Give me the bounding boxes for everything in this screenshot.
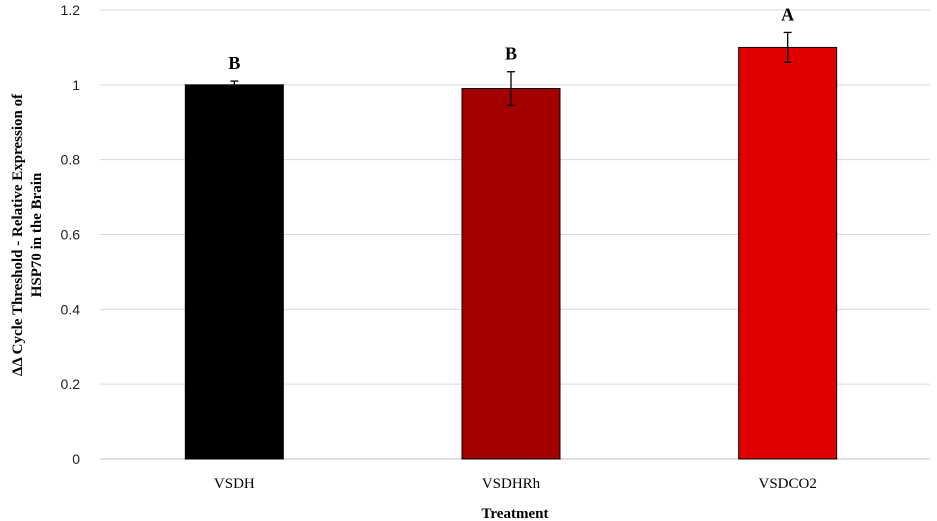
- error-bar-vsdco2: [783, 31, 792, 64]
- error-bar-vsdh: [230, 80, 239, 90]
- y-tick-label: 0.6: [61, 227, 81, 243]
- category-label-vsdco2: VSDCO2: [758, 476, 816, 492]
- error-bars: [230, 31, 792, 107]
- y-tick-label: 0.4: [61, 301, 81, 317]
- significance-letter-vsdhrh: B: [505, 44, 517, 64]
- bar-vsdhrh: [461, 88, 561, 460]
- y-axis-title: ΔΔ Cycle Threshold - Relative Expression…: [10, 93, 45, 376]
- y-axis-title-line-1: ΔΔ Cycle Threshold - Relative Expression…: [10, 93, 26, 376]
- y-tick-label: 0.2: [61, 376, 81, 392]
- category-label-vsdhrh: VSDHRh: [482, 476, 541, 492]
- y-tick-label: 1: [72, 77, 80, 93]
- x-axis-categories: VSDH VSDHRh VSDCO2: [214, 476, 817, 492]
- significance-letters: B B A: [228, 4, 794, 73]
- y-tick-label: 0: [72, 451, 80, 467]
- y-tick-label: 0.8: [61, 152, 81, 168]
- category-label-vsdh: VSDH: [214, 476, 255, 492]
- x-axis-title: Treatment: [482, 506, 549, 521]
- significance-letter-vsdh: B: [228, 53, 240, 73]
- bars: [184, 46, 838, 460]
- significance-letter-vsdco2: A: [781, 4, 794, 24]
- bar-vsdco2: [738, 46, 838, 460]
- error-bar-vsdhrh: [507, 71, 515, 107]
- bar-vsdh: [184, 84, 284, 460]
- y-tick-label: 1.2: [61, 2, 81, 18]
- y-axis-title-line-2: HSP70 in the Brain: [29, 172, 45, 297]
- y-axis-ticks: 0 0.2 0.4 0.6 0.8 1 1.2: [61, 2, 81, 467]
